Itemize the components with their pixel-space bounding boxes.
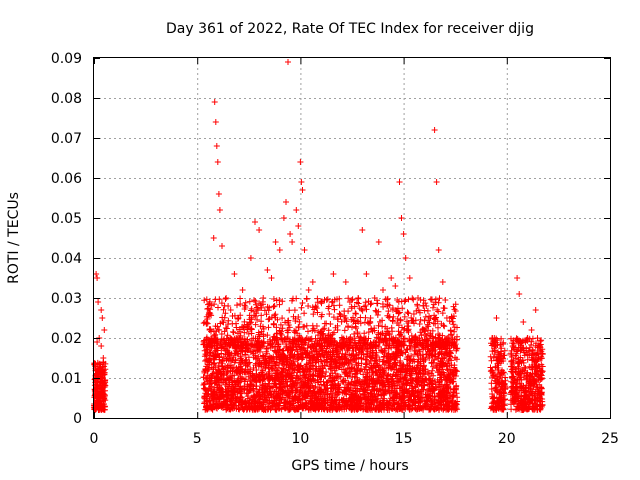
data-point [303, 296, 310, 302]
data-point [270, 296, 277, 302]
data-point [428, 398, 435, 405]
data-point [431, 397, 438, 404]
data-point [299, 300, 306, 306]
data-point [100, 355, 107, 361]
data-point [101, 327, 108, 333]
data-point [99, 388, 106, 395]
data-point [93, 381, 100, 388]
data-point [222, 296, 229, 302]
data-point [100, 403, 107, 410]
data-point [305, 303, 312, 309]
data-point [349, 324, 355, 331]
data-point [388, 324, 395, 331]
data-point [414, 302, 421, 309]
data-point [270, 321, 277, 328]
data-point [246, 298, 253, 305]
data-point [95, 406, 102, 413]
data-point [487, 353, 494, 360]
data-point [392, 382, 399, 389]
chart-title: Day 361 of 2022, Rate Of TEC Index for r… [166, 21, 534, 37]
data-point [200, 320, 207, 327]
data-point [301, 310, 308, 317]
data-point [98, 343, 105, 349]
data-point [234, 302, 240, 309]
data-point [298, 304, 305, 311]
data-point [416, 321, 423, 327]
data-point [409, 295, 416, 302]
data-point [435, 324, 441, 331]
data-point [402, 297, 409, 304]
data-point [212, 296, 219, 303]
data-points [91, 59, 546, 413]
data-point [91, 361, 98, 368]
data-point [407, 346, 414, 353]
data-point [353, 310, 359, 317]
data-point [310, 363, 317, 370]
data-point [427, 296, 434, 303]
data-point [230, 329, 237, 336]
data-point [361, 330, 368, 337]
data-point [102, 377, 108, 384]
data-point [351, 373, 358, 380]
data-point [204, 372, 211, 379]
data-point [442, 297, 449, 303]
data-point [417, 316, 424, 323]
data-point [436, 295, 443, 302]
data-point [296, 318, 303, 325]
data-point [258, 318, 265, 325]
data-point [361, 319, 368, 326]
data-point [341, 327, 348, 334]
data-point [305, 328, 311, 335]
data-point [331, 306, 338, 313]
data-point [279, 298, 286, 305]
data-point [291, 307, 298, 314]
data-point [508, 406, 515, 413]
data-point [336, 302, 343, 309]
data-point [313, 351, 320, 358]
data-point [241, 329, 248, 336]
data-point [95, 392, 102, 399]
data-point [93, 398, 100, 405]
data-point [237, 301, 244, 307]
data-point [357, 367, 363, 374]
data-point [270, 303, 277, 310]
data-point [102, 360, 109, 367]
data-point [349, 296, 356, 303]
data-point [340, 366, 347, 373]
data-point [385, 308, 392, 315]
data-point [94, 275, 101, 281]
data-point [404, 309, 411, 316]
data-point [286, 366, 293, 373]
data-point [101, 369, 108, 376]
data-point [96, 393, 103, 400]
data-point [271, 303, 278, 309]
data-point [95, 299, 102, 305]
data-point [254, 316, 261, 323]
data-point [286, 307, 293, 314]
data-point [237, 295, 244, 302]
data-point [404, 354, 411, 361]
data-point [374, 300, 380, 307]
data-point [215, 304, 221, 311]
data-point [99, 315, 106, 321]
data-point [265, 324, 272, 331]
data-point [97, 361, 104, 368]
data-point [405, 310, 412, 317]
data-point [360, 371, 367, 378]
data-point [362, 302, 369, 309]
